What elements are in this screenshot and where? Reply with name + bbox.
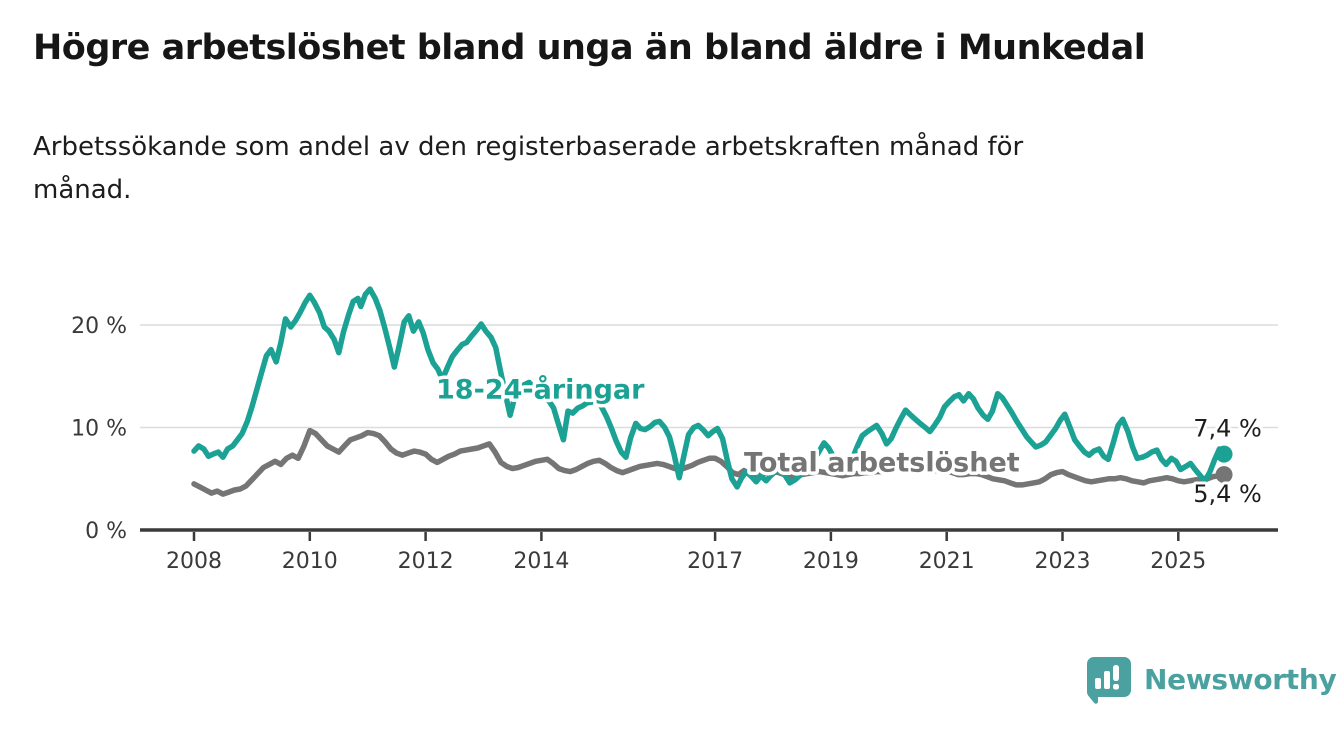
subtitle-line-1: Arbetssökande som andel av den registerb… [33, 132, 1024, 162]
exclamation-bar [1113, 665, 1119, 681]
series-end-dot-18-24-åringar [1215, 445, 1233, 463]
x-tick-label-2017: 2017 [687, 549, 743, 574]
x-tick-label-2010: 2010 [282, 549, 338, 574]
x-tick-label-2019: 2019 [803, 549, 859, 574]
series-label-18-24-åringar: 18-24-åringar [436, 374, 645, 406]
page-title: Högre arbetslöshet bland unga än bland ä… [33, 28, 1146, 68]
series-line-18-24-åringar [191, 286, 1227, 490]
y-tick-label-10: 10 % [71, 417, 127, 442]
end-value-label-18-24-åringar: 7,4 % [1193, 415, 1262, 443]
x-tick-label-2021: 2021 [919, 549, 975, 574]
x-tick-label-2023: 2023 [1035, 549, 1091, 574]
speech-bubble-bar-chart-icon [1086, 657, 1131, 704]
x-tick-label-2008: 2008 [166, 549, 222, 574]
bar-small [1095, 678, 1101, 689]
subtitle-line-2: månad. [33, 175, 132, 205]
end-value-label-total-arbetslöshet: 5,4 % [1193, 480, 1262, 508]
x-tick-label-2014: 2014 [513, 549, 569, 574]
y-tick-label-20: 20 % [71, 314, 127, 339]
series-label-total-arbetslöshet: Total arbetslöshet [744, 447, 1020, 478]
y-tick-label-0: 0 % [85, 519, 127, 544]
bar-tall [1104, 671, 1110, 689]
brand-name: Newsworthy [1144, 662, 1337, 696]
series-end-dot-total-arbetslöshet [1215, 466, 1233, 484]
exclamation-dot [1113, 684, 1119, 690]
chart-subtitle: Arbetssökande som andel av den registerb… [33, 126, 1273, 212]
x-tick-label-2025: 2025 [1150, 549, 1206, 574]
x-tick-label-2012: 2012 [398, 549, 454, 574]
series-line-total-arbetslöshet [191, 427, 1227, 497]
newsworthy-brand: Newsworthy [1084, 654, 1337, 704]
